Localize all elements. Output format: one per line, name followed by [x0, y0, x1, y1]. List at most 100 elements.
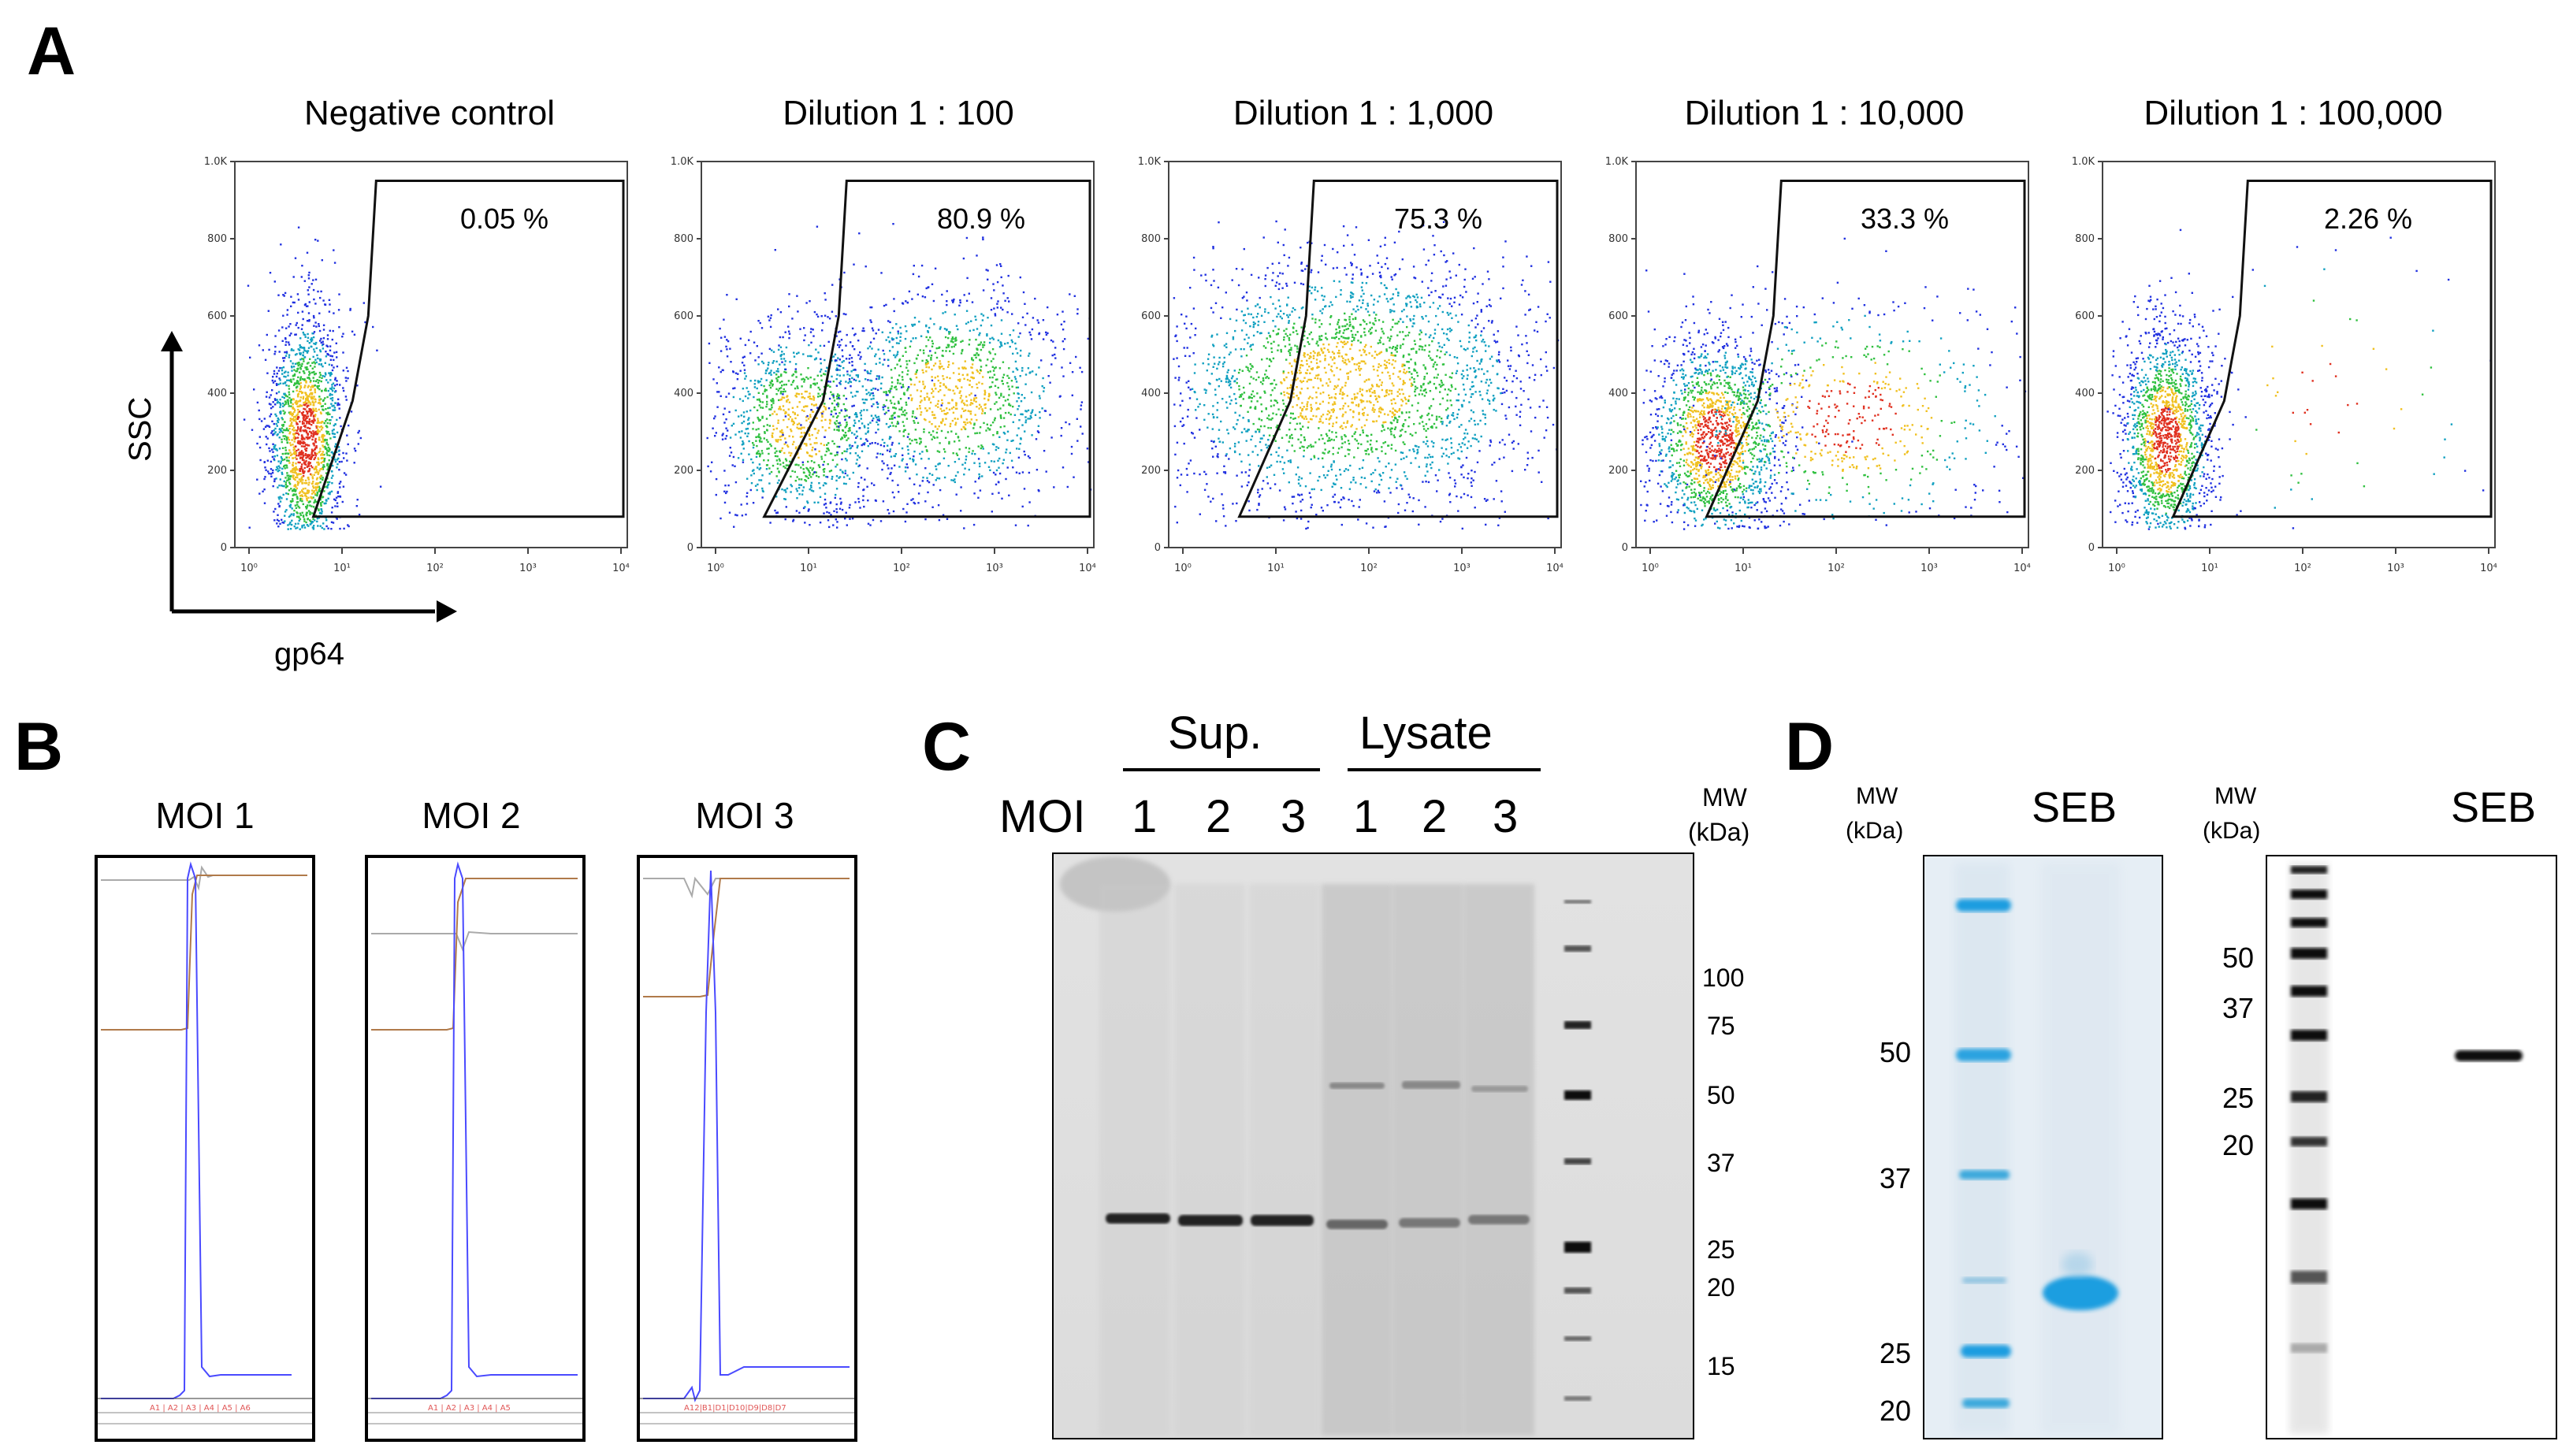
x-tick-label: 10⁰	[2108, 563, 2125, 574]
y-tick-label: 200	[674, 465, 693, 477]
x-tick-label: 10⁰	[1174, 563, 1192, 574]
x-tick-label: 10¹	[333, 563, 351, 574]
d-left-marker-50: 50	[1880, 1036, 1912, 1068]
x-tick-label: 10⁰	[240, 563, 258, 574]
x-tick-label: 10³	[1920, 563, 1938, 574]
y-tick-label: 600	[2075, 310, 2095, 322]
x-tick-label: 10³	[1453, 563, 1471, 574]
gate-percent-1: 0.05 %	[459, 202, 549, 235]
d-right-marker-37: 37	[2222, 992, 2255, 1024]
moi-label: MOI	[999, 791, 1086, 842]
x-tick-label: 10⁰	[707, 563, 724, 574]
y-tick-label: 400	[1608, 388, 1628, 399]
gate-percent-3: 75.3 %	[1393, 202, 1483, 235]
x-tick-label: 10²	[426, 563, 444, 574]
y-tick-label: 600	[674, 310, 693, 322]
trace-title-1: MOI 1	[155, 795, 255, 836]
gate-percent-4: 33.3 %	[1860, 202, 1950, 235]
trace-title-2: MOI 2	[422, 795, 521, 836]
lane-label-2: 2	[1206, 791, 1232, 842]
c-marker-75: 75	[1707, 1012, 1735, 1040]
c-marker-100: 100	[1702, 964, 1745, 992]
c-marker-15: 15	[1707, 1352, 1735, 1380]
panel-d-letter: D	[1785, 709, 1835, 785]
group-lysate-bar	[1348, 768, 1541, 771]
c-marker-50: 50	[1707, 1081, 1735, 1109]
y-tick-label: 1.0K	[204, 156, 228, 168]
axis-arrows	[161, 331, 457, 622]
plot-title-3: Dilution 1 : 1,000	[1233, 94, 1494, 132]
c-mw-header-1: MW	[1702, 783, 1747, 812]
chromatogram-moi-1: A1 | A2 | A3 | A4 | A5 | A6	[95, 855, 315, 1442]
y-tick-label: 200	[2075, 465, 2095, 477]
d-left-mw-header-2: (kDa)	[1846, 818, 1904, 844]
x-tick-label: 10³	[2387, 563, 2404, 574]
y-tick-label: 800	[1608, 233, 1628, 245]
y-tick-label: 600	[207, 310, 227, 322]
flow-plot-1-100000: 1.0K 800 600 400 200 0 10⁰ 10¹ 10² 10³ 10⁴	[2072, 156, 2497, 574]
x-tick-label: 10¹	[800, 563, 817, 574]
gate-polygon	[1705, 180, 2026, 518]
x-tick-label: 10²	[1827, 563, 1845, 574]
gate-percent-2: 80.9 %	[936, 202, 1026, 235]
y-tick-label: 0	[687, 542, 693, 554]
y-tick-label: 0	[221, 542, 227, 554]
x-tick-label: 10²	[2294, 563, 2311, 574]
gate-polygon	[311, 180, 625, 518]
panel-b-letter: B	[14, 709, 64, 785]
gate-polygon	[1237, 180, 1559, 518]
y-tick-label: 1.0K	[671, 156, 694, 168]
y-tick-label: 0	[2088, 542, 2095, 554]
x-tick-label: 10¹	[1735, 563, 1752, 574]
x-axis-label: gp64	[274, 637, 344, 671]
y-tick-label: 1.0K	[1605, 156, 1629, 168]
x-tick-label: 10⁴	[2013, 563, 2031, 574]
y-tick-label: 400	[674, 388, 693, 399]
d-left-marker-20: 20	[1880, 1395, 1912, 1427]
d-right-title: SEB	[2451, 784, 2537, 831]
y-tick-label: 800	[1141, 233, 1161, 245]
d-right-marker-20: 20	[2222, 1129, 2255, 1161]
flow-plot-1-10000: 1.0K 800 600 400 200 0 10⁰ 10¹ 10² 10³ 10⁴	[1605, 156, 2031, 574]
x-tick-label: 10⁴	[612, 563, 630, 574]
c-mw-header-2: (kDa)	[1688, 818, 1750, 846]
panel-c-letter: C	[922, 709, 972, 785]
x-tick-label: 10³	[986, 563, 1003, 574]
y-tick-label: 800	[674, 233, 693, 245]
y-tick-label: 600	[1141, 310, 1161, 322]
event-dots	[1640, 237, 2027, 530]
c-marker-20: 20	[1707, 1273, 1735, 1302]
gate-polygon	[762, 180, 1091, 518]
plot-title-5: Dilution 1 : 100,000	[2144, 94, 2443, 132]
y-tick-label: 200	[207, 465, 227, 477]
group-sup-label: Sup.	[1168, 708, 1262, 759]
chromatogram-moi-3: A12|B1|D1|D10|D9|D8|D7	[637, 855, 857, 1442]
y-tick-label: 1.0K	[2072, 156, 2095, 168]
y-tick-label: 400	[2075, 388, 2095, 399]
flow-plot-1-1000: 1.0K 800 600 400 200 0 10⁰ 10¹ 10² 10³ 10⁴	[1138, 156, 1564, 574]
d-right-mw-header-1: MW	[2214, 783, 2257, 809]
flow-plot-negative-control: 1.0K 800 600 400 200 0 10⁰ 10¹ 10² 10³ 10⁴	[204, 156, 630, 574]
lane-label-3: 3	[1281, 791, 1307, 842]
coomassie-gel	[1923, 855, 2163, 1439]
plot-title-2: Dilution 1 : 100	[783, 94, 1014, 132]
western-blot	[2266, 855, 2557, 1439]
x-tick-label: 10⁴	[1546, 563, 1564, 574]
flow-plot-1-100: 1.0K 800 600 400 200 0 10⁰ 10¹ 10² 10³ 10⁴	[671, 156, 1096, 574]
d-left-title: SEB	[2032, 784, 2118, 831]
y-axis-label: SSC	[123, 396, 158, 462]
lane-label-6: 3	[1493, 791, 1519, 842]
d-right-mw-header-2: (kDa)	[2203, 818, 2261, 844]
y-tick-label: 800	[207, 233, 227, 245]
y-tick-label: 600	[1608, 310, 1628, 322]
c-marker-37: 37	[1707, 1149, 1735, 1177]
x-tick-label: 10⁰	[1642, 563, 1659, 574]
d-left-marker-25: 25	[1880, 1337, 1912, 1369]
y-tick-label: 800	[2075, 233, 2095, 245]
trace-title-3: MOI 3	[695, 795, 794, 836]
y-tick-label: 400	[207, 388, 227, 399]
event-dots	[2106, 228, 2492, 530]
d-right-marker-25: 25	[2222, 1082, 2255, 1114]
x-tick-label: 10¹	[1267, 563, 1285, 574]
plot-title-1: Negative control	[304, 94, 555, 132]
